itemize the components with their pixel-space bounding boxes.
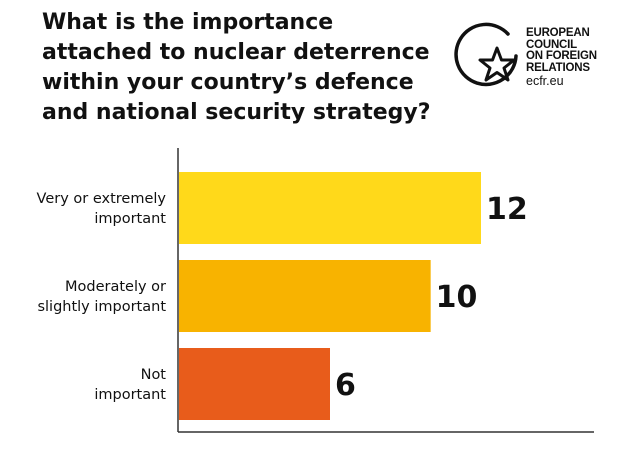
value-label-1: 12 — [486, 192, 528, 227]
ecfr-logo: EUROPEAN COUNCIL ON FOREIGN RELATIONS ec… — [450, 20, 610, 100]
logo-text-line: EUROPEAN — [526, 27, 590, 39]
value-label-2: 10 — [436, 280, 478, 315]
bar-2 — [179, 260, 431, 332]
value-label-3: 6 — [335, 368, 356, 403]
star-circle-icon — [454, 22, 518, 87]
logo-text-line: RELATIONS — [526, 61, 590, 74]
bar-3 — [179, 348, 330, 420]
logo-text-line: COUNCIL — [526, 38, 577, 51]
bar-1 — [179, 172, 481, 244]
chart-title: What is the importance attached to nucle… — [42, 10, 431, 125]
category-label-2: Moderately or slightly important — [37, 279, 166, 315]
category-label-3: Not important — [94, 367, 166, 403]
logo-url: ecfr.eu — [526, 74, 564, 88]
logo-text-line: ON FOREIGN — [526, 50, 597, 62]
category-label-1: Very or extremely important — [37, 191, 167, 227]
